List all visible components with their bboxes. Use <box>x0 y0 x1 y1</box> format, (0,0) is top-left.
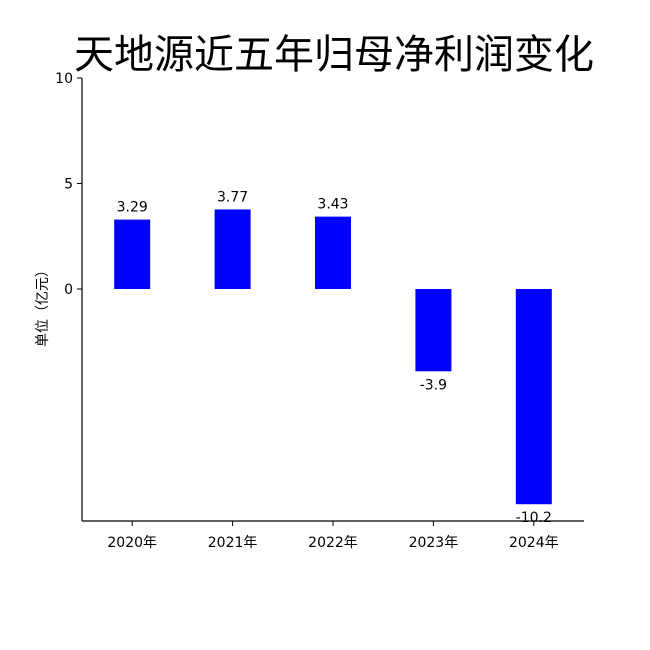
data-label: 3.29 <box>117 200 148 216</box>
data-label: 3.43 <box>317 197 348 213</box>
x-tick-label: 2022年 <box>308 535 358 551</box>
x-tick-label: 2023年 <box>409 535 459 551</box>
bar <box>515 289 552 505</box>
x-tick-label: 2020年 <box>107 535 157 551</box>
data-label: 3.77 <box>217 189 248 205</box>
data-labels: 3.29 3.77 3.43 -3.9 -10.2 <box>117 189 552 526</box>
x-ticks: 2020年 2021年 2022年 2023年 2024年 <box>107 521 559 551</box>
y-ticks: 0 5 10 <box>55 71 82 298</box>
chart-title: 天地源近五年归母净利润变化 <box>74 32 594 78</box>
bar <box>415 289 452 372</box>
bar <box>114 219 151 289</box>
y-tick-label: 0 <box>64 282 73 298</box>
y-tick-label: 10 <box>55 71 73 87</box>
y-axis-label: 单位（亿元） <box>35 263 51 347</box>
x-tick-label: 2021年 <box>208 535 258 551</box>
bar <box>315 216 351 289</box>
bar <box>214 209 251 289</box>
data-label: -3.9 <box>420 377 447 393</box>
bars <box>114 209 552 505</box>
data-label: -10.2 <box>516 510 552 526</box>
y-tick-label: 5 <box>64 177 73 193</box>
x-tick-label: 2024年 <box>509 535 559 551</box>
